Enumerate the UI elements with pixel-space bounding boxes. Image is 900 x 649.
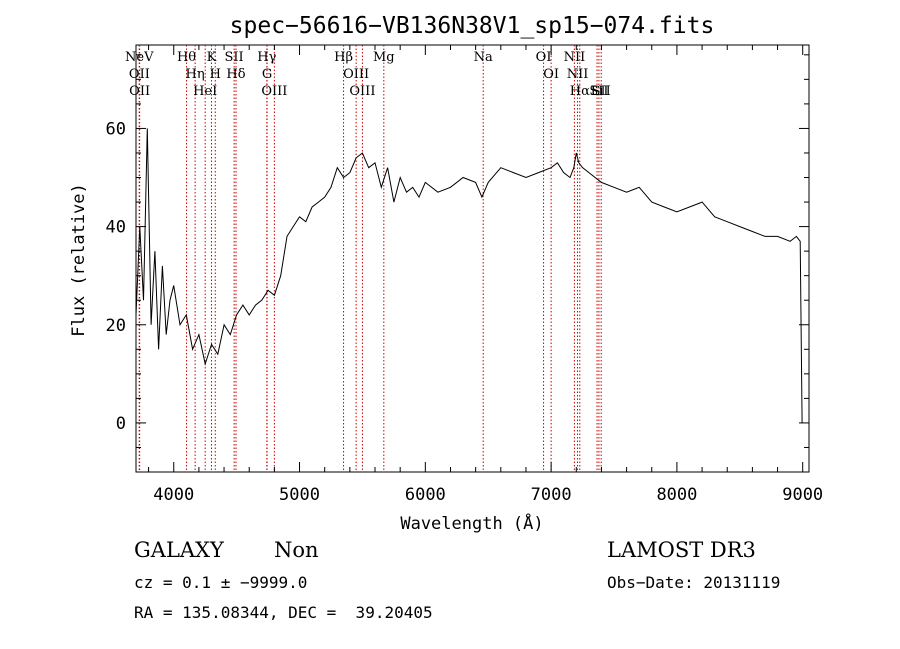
spectral-line-label: Hη (186, 67, 205, 82)
spectrum-series-line (135, 128, 803, 423)
chart-title: spec−56616−VB136N38V1_sp15−074.fits (230, 13, 715, 39)
line-markers (138, 45, 602, 472)
spectral-line-label: NII (567, 67, 589, 82)
x-tick-label: 8000 (656, 485, 697, 505)
redshift-value: cz = 0.1 ± −9999.0 (134, 573, 308, 592)
spectral-line-label: Hβ (334, 50, 353, 65)
spectral-line-label: K (207, 50, 217, 65)
coordinates: RA = 135.08344, DEC = 39.20405 (134, 603, 433, 622)
survey-name: LAMOST DR3 (607, 538, 756, 562)
x-tick-label: 6000 (405, 485, 446, 505)
x-tick-label: 5000 (279, 485, 320, 505)
spectral-line-label: Hγ (257, 50, 276, 65)
x-tick-label: 4000 (153, 485, 194, 505)
x-tick-label: 9000 (782, 485, 823, 505)
observation-date: Obs−Date: 20131119 (607, 573, 781, 592)
spectral-line-label: H (210, 67, 221, 82)
spectral-line-label: OIII (349, 84, 375, 99)
spectral-line-label: Hδ (226, 67, 245, 82)
x-axis: 4000 5000 6000 7000 8000 9000 (148, 45, 823, 505)
spectral-line-label: OIII (343, 67, 369, 82)
y-tick-label: 0 (116, 414, 126, 434)
spectral-line-label: OI (543, 67, 559, 82)
spectral-line-label: Hθ (177, 50, 196, 65)
line-labels: NeV OII OII Hθ Hη HeI KH SII Hδ Hγ G OIII Hβ OIII OIII… (125, 50, 611, 99)
spectral-line-label: SII (592, 84, 611, 99)
y-tick-label: 60 (106, 119, 126, 139)
spectral-line-label: HeI (193, 84, 217, 99)
x-axis-label: Wavelength (Å) (400, 512, 543, 534)
x-tick-label: 7000 (531, 485, 572, 505)
spectral-line-label: Mg (373, 50, 395, 65)
y-axis: 0 20 40 60 (106, 54, 809, 448)
spectral-line-label: G (262, 67, 272, 82)
spectral-line-label: Na (474, 50, 493, 65)
y-tick-label: 20 (106, 316, 126, 336)
spectral-line-label: Hα (570, 84, 590, 99)
spectral-line-label: SII (225, 50, 244, 65)
spectral-line-label: OI (536, 50, 552, 65)
spectral-line-label: Li (591, 84, 604, 99)
spectral-line-label: SII (589, 84, 608, 99)
spectral-line-label: OII (129, 67, 150, 82)
y-axis-label: Flux (relative) (69, 183, 89, 337)
y-tick-label: 40 (106, 218, 126, 238)
plot-frame (135, 44, 810, 473)
spectral-line-label: OIII (261, 84, 287, 99)
spectral-line-label: OII (129, 84, 150, 99)
spectral-line-label: NII (564, 50, 586, 65)
spectral-line-label: NeV (125, 50, 154, 65)
object-class: GALAXY (134, 538, 224, 562)
object-subclass: Non (274, 538, 319, 562)
